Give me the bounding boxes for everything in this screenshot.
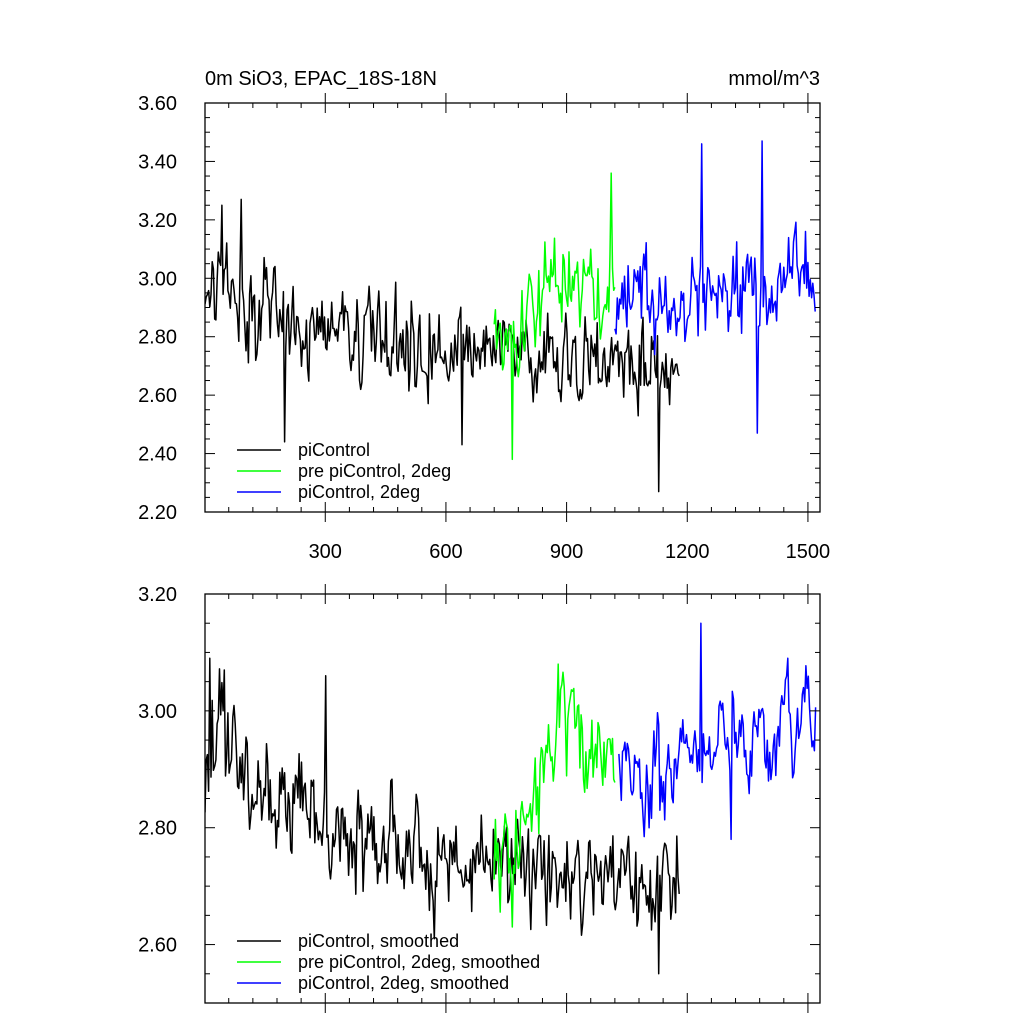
chart-panel-1: 2.20 2.40 2.60 2.80 3.00 3.20 3.40 3.60 300 600 90… [138,68,830,563]
units-label: mmol/m^3 [728,68,820,90]
y-tick-label: 3.20 [138,210,177,232]
series-line [493,663,616,928]
x-tick-label: 600 [429,541,462,563]
y-tick-label: 2.40 [138,444,177,466]
legend-label: pre piControl, 2deg [298,461,451,481]
series-line [614,140,816,434]
y-tick-label: 3.60 [138,93,177,115]
y-tick-label: 3.00 [138,268,177,290]
y-tick-label: 3.20 [138,584,177,606]
series-line [205,198,680,493]
legend-label: piControl [298,440,370,460]
chart-title: 0m SiO3, EPAC_18S-18N [205,68,437,90]
y-tick-label: 3.00 [138,701,177,723]
y-tick-label: 2.20 [138,502,177,524]
y-tick-label: 2.60 [138,385,177,407]
series-line [205,657,680,975]
series-line [618,622,817,841]
y-tick-label: 3.40 [138,151,177,173]
y-tick-label: 2.80 [138,818,177,840]
y-tick-label: 2.80 [138,327,177,349]
y-tick-label: 2.60 [138,935,177,957]
legend-label: piControl, 2deg, smoothed [298,973,509,993]
legend-label: pre piControl, 2deg, smoothed [298,952,540,972]
x-tick-label: 300 [309,541,342,563]
x-tick-label: 1500 [786,541,831,563]
legend-label: piControl, 2deg [298,482,420,502]
series-line [493,172,616,461]
x-tick-label: 900 [550,541,583,563]
x-tick-label: 1200 [665,541,710,563]
legend-label: piControl, smoothed [298,931,459,951]
